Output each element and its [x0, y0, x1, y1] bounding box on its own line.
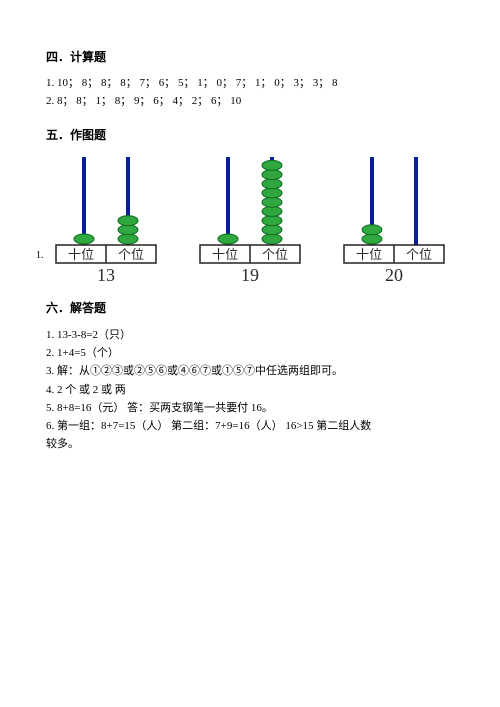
ans-line: 6. 第一组：8+7=15（人） 第二组：7+9=16（人） 16>15 第二组…	[46, 417, 454, 435]
section-5-heading: 五．作图题	[46, 126, 454, 143]
ans-line: 较多。	[46, 435, 454, 453]
svg-text:十位: 十位	[68, 247, 94, 262]
ans-line: 5. 8+8=16（元） 答：买两支钢笔一共要付 16。	[46, 399, 454, 417]
section-6-answers: 1. 13-3-8=2（只） 2. 1+4=5（个） 3. 解：从①②③或②⑤⑥…	[46, 326, 454, 453]
section-4: 四．计算题 1. 10； 8； 8； 8； 7； 6； 5； 1； 0； 7； …	[46, 48, 454, 110]
svg-text:20: 20	[385, 265, 403, 283]
abacus-row: 1. 十位个位13 十位个位19 十位个位20	[46, 153, 454, 283]
abacus-1: 1. 十位个位13	[46, 153, 166, 283]
abacus-2: 十位 个位19	[190, 153, 310, 283]
section-5: 五．作图题 1. 十位个位13 十位个位19 十位个位20	[46, 126, 454, 283]
ans-line: 1. 13-3-8=2（只）	[46, 326, 454, 344]
section-4-heading: 四．计算题	[46, 48, 454, 65]
section-4-line-1: 1. 10； 8； 8； 8； 7； 6； 5； 1； 0； 7； 1； 0； …	[46, 75, 454, 93]
svg-text:十位: 十位	[356, 247, 382, 262]
abacus-3: 十位 个位20	[334, 153, 454, 283]
abacus-svg-3: 十位 个位20	[334, 153, 454, 283]
svg-text:个位: 个位	[118, 247, 144, 262]
section-6: 六．解答题 1. 13-3-8=2（只） 2. 1+4=5（个） 3. 解：从①…	[46, 299, 454, 453]
abacus-svg-2: 十位 个位19	[190, 153, 310, 283]
svg-text:13: 13	[97, 265, 115, 283]
abacus-svg-1: 十位 个位13	[46, 153, 166, 283]
abacus-index-label: 1.	[36, 250, 44, 261]
svg-text:十位: 十位	[212, 247, 238, 262]
section-6-heading: 六．解答题	[46, 299, 454, 316]
svg-text:个位: 个位	[262, 247, 288, 262]
svg-text:个位: 个位	[406, 247, 432, 262]
ans-line: 3. 解：从①②③或②⑤⑥或④⑥⑦或①⑤⑦中任选两组即可。	[46, 362, 454, 380]
ans-line: 2. 1+4=5（个）	[46, 344, 454, 362]
ans-line: 4. 2 个 或 2 或 两	[46, 381, 454, 399]
section-4-line-2: 2. 8； 8； 1； 8； 9； 6； 4； 2； 6； 10	[46, 93, 454, 111]
page: 四．计算题 1. 10； 8； 8； 8； 7； 6； 5； 1； 0； 7； …	[0, 0, 500, 707]
svg-text:19: 19	[241, 265, 259, 283]
